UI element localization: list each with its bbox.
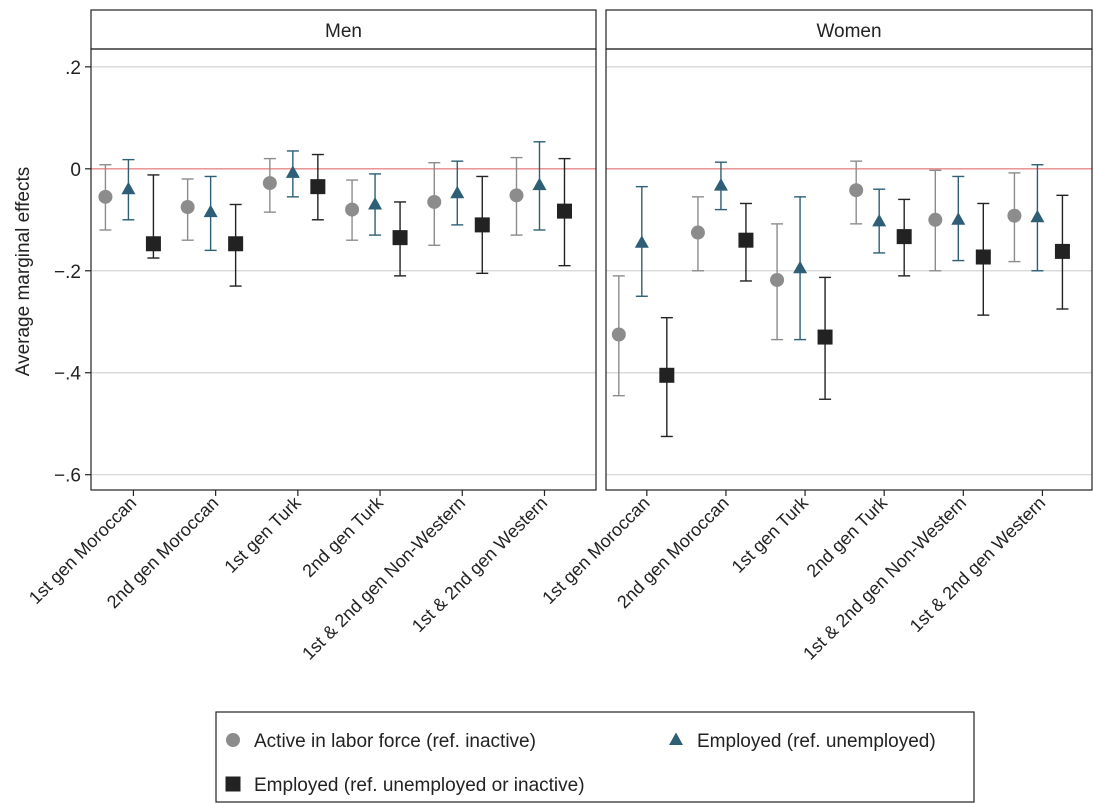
- data-point: [450, 185, 465, 199]
- x-tick-label: 1st gen Turk: [728, 492, 813, 577]
- y-tick-label: −.2: [54, 262, 81, 283]
- data-point: [427, 194, 442, 209]
- legend: Active in labor force (ref. inactive) Emp…: [215, 711, 975, 803]
- data-point: [145, 236, 161, 252]
- y-tick-label: −.6: [54, 466, 81, 487]
- data-point: [872, 213, 887, 227]
- data-point: [659, 367, 675, 383]
- data-point: [817, 329, 833, 345]
- data-point: [793, 260, 808, 274]
- x-tick-label: 1st & 2nd gen Non-Western: [799, 493, 970, 664]
- data-point: [770, 272, 785, 287]
- data-point: [368, 196, 383, 210]
- data-point: [180, 200, 195, 215]
- legend-item-emp_unemp: Employed (ref. unemployed): [669, 731, 936, 752]
- data-point: [532, 177, 547, 191]
- x-tick-label: 1st & 2nd gen Western: [906, 493, 1049, 636]
- panel-header: [90, 9, 597, 50]
- panel-frame: [90, 48, 597, 491]
- data-point: [928, 212, 943, 227]
- x-tick-label: 1st & 2nd gen Western: [408, 493, 551, 636]
- legend-item-active: Active in labor force (ref. inactive): [226, 731, 536, 752]
- panel-header: [605, 9, 1093, 50]
- legend-item-emp_all: Employed (ref. unemployed or inactive): [225, 775, 585, 796]
- legend-label: Employed (ref. unemployed): [697, 731, 936, 752]
- panel-title: Women: [816, 21, 881, 42]
- x-tick-label: 1st gen Turk: [220, 492, 305, 577]
- legend-box: [215, 711, 975, 803]
- data-point: [634, 235, 649, 248]
- panel-frame: [605, 48, 1093, 491]
- y-tick-label: 0: [70, 160, 81, 181]
- data-point: [975, 249, 991, 265]
- legend-label: Employed (ref. unemployed or inactive): [254, 775, 585, 796]
- data-point: [392, 230, 408, 246]
- data-point: [713, 178, 728, 191]
- data-point: [474, 217, 490, 233]
- legend-marker: [225, 776, 241, 792]
- data-point: [262, 176, 277, 191]
- x-tick-label: 2nd gen Turk: [298, 492, 387, 581]
- data-point: [611, 327, 626, 342]
- data-point: [345, 202, 360, 217]
- data-point: [285, 165, 300, 178]
- data-point: [849, 183, 864, 198]
- y-tick-label: −.4: [54, 364, 81, 385]
- data-point: [951, 212, 966, 225]
- panel-title: Men: [325, 21, 362, 42]
- data-point: [1054, 243, 1070, 259]
- legend-marker: [226, 733, 240, 747]
- data-point: [228, 236, 244, 252]
- y-tick-label: .2: [65, 58, 81, 79]
- legend-marker: [669, 732, 683, 745]
- data-point: [310, 179, 326, 195]
- data-point: [509, 188, 524, 203]
- series-emp_all: [659, 194, 1070, 438]
- data-point: [98, 189, 113, 204]
- data-point: [1007, 208, 1022, 223]
- series-emp_all: [145, 153, 572, 287]
- series-emp_unemp: [634, 161, 1045, 341]
- data-point: [896, 229, 912, 245]
- data-point: [556, 203, 572, 219]
- data-point: [1030, 209, 1045, 223]
- x-tick-label: 1st & 2nd gen Non-Western: [298, 493, 469, 664]
- legend-label: Active in labor force (ref. inactive): [254, 731, 536, 752]
- data-point: [203, 204, 218, 218]
- data-point: [690, 225, 705, 240]
- data-point: [121, 181, 136, 195]
- series-active: [98, 156, 524, 246]
- x-tick-label: 2nd gen Turk: [803, 492, 892, 581]
- data-point: [738, 232, 754, 248]
- y-axis-label: Average marginal effects: [13, 167, 34, 376]
- series-emp_unemp: [121, 141, 547, 252]
- series-active: [611, 160, 1022, 397]
